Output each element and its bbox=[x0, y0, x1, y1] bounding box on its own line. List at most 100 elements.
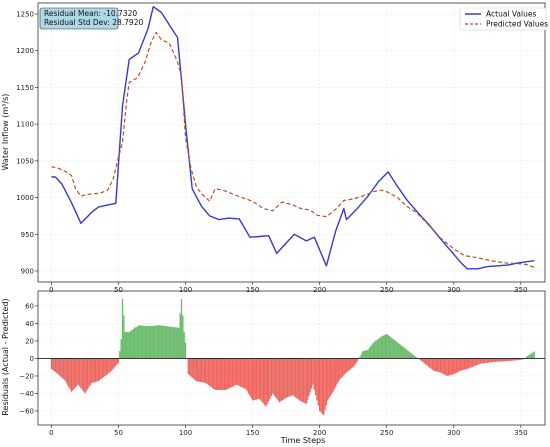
residual-bar bbox=[353, 358, 356, 366]
residual-bar bbox=[396, 342, 399, 359]
residual-bar bbox=[394, 340, 396, 359]
residual-bar bbox=[423, 358, 425, 364]
residual-bar bbox=[54, 358, 57, 373]
residual-bar bbox=[391, 338, 393, 359]
residual-bar bbox=[473, 358, 475, 367]
residual-bar bbox=[143, 325, 145, 359]
residual-bar bbox=[151, 326, 153, 359]
top-x-tick-label: 0 bbox=[49, 286, 53, 294]
residual-bar bbox=[188, 358, 191, 376]
residual-bar bbox=[111, 358, 113, 371]
residual-bar bbox=[315, 358, 317, 396]
residual-bar bbox=[231, 358, 234, 387]
residual-bar bbox=[462, 358, 464, 370]
residual-bar bbox=[64, 358, 66, 381]
top-y-axis-label: Water Inflow (m³/s) bbox=[1, 94, 10, 171]
residual-bar bbox=[88, 358, 90, 388]
legend-predicted-label: Predicted Values bbox=[486, 20, 548, 29]
top-x-tick-label: 200 bbox=[313, 286, 326, 294]
residual-bar bbox=[332, 358, 334, 392]
top-y-tick-label: 1000 bbox=[16, 194, 34, 202]
top-y-tick-label: 1200 bbox=[16, 47, 34, 55]
residual-bar bbox=[135, 327, 137, 359]
residual-bar bbox=[349, 358, 352, 370]
residual-bar bbox=[493, 358, 495, 362]
residual-bar bbox=[431, 358, 433, 370]
residual-bar bbox=[375, 340, 377, 359]
residual-bar bbox=[321, 358, 323, 414]
residual-bar bbox=[345, 358, 348, 373]
residual-bar bbox=[439, 358, 442, 373]
residual-bar bbox=[450, 358, 452, 375]
residual-bar bbox=[470, 358, 472, 368]
residual-bar bbox=[74, 358, 77, 388]
residual-bar bbox=[132, 328, 134, 359]
residual-bar bbox=[221, 358, 223, 390]
bottom-x-tick-label: 150 bbox=[246, 429, 259, 437]
residual-bar bbox=[60, 358, 62, 377]
top-plot-frame bbox=[37, 2, 546, 283]
residual-bar bbox=[424, 358, 427, 365]
residual-bar bbox=[327, 358, 329, 401]
residual-bar bbox=[302, 358, 305, 403]
residual-bar bbox=[285, 358, 287, 398]
residual-bar bbox=[117, 358, 120, 363]
residual-bar bbox=[223, 358, 226, 390]
residual-bar bbox=[233, 358, 235, 387]
residual-bar bbox=[411, 353, 413, 359]
residual-bar bbox=[210, 358, 212, 387]
residual-bar bbox=[183, 332, 185, 359]
residual-bar bbox=[490, 358, 492, 363]
residual-bar bbox=[458, 358, 460, 372]
residual-bar bbox=[451, 358, 454, 375]
residual-bar bbox=[230, 358, 232, 388]
residual-bar bbox=[101, 358, 104, 379]
bottom-x-tick-label: 50 bbox=[114, 429, 123, 437]
residual-bar bbox=[293, 358, 295, 397]
residual-bar bbox=[533, 351, 535, 359]
residual-bar bbox=[501, 358, 503, 362]
residual-bar bbox=[202, 358, 204, 383]
residual-bar bbox=[217, 358, 219, 390]
residual-bar bbox=[463, 358, 466, 370]
residual-bar bbox=[226, 358, 228, 390]
residual-bar bbox=[139, 325, 141, 359]
residual-bar bbox=[281, 358, 283, 401]
residual-bar bbox=[455, 358, 458, 373]
residual-bar bbox=[129, 331, 132, 359]
residual-bar bbox=[237, 358, 239, 386]
residual-bar bbox=[497, 358, 499, 362]
residual-bar bbox=[171, 326, 173, 359]
residual-bar bbox=[364, 350, 366, 359]
residual-bar bbox=[355, 358, 357, 364]
residual-bar bbox=[352, 358, 354, 368]
residual-bar bbox=[445, 358, 447, 376]
residual-bar bbox=[316, 358, 318, 401]
residual-bar bbox=[420, 358, 423, 362]
residual-bar bbox=[91, 358, 93, 383]
residual-bar bbox=[156, 325, 159, 359]
residual-bar bbox=[467, 358, 470, 369]
residual-bar bbox=[148, 326, 150, 359]
residual-bar bbox=[160, 325, 163, 359]
residual-bar bbox=[496, 358, 498, 362]
residual-bar bbox=[301, 358, 303, 402]
residual-bar bbox=[77, 358, 79, 385]
residual-bar bbox=[340, 358, 342, 379]
residual-bar bbox=[152, 325, 154, 359]
residual-bar bbox=[422, 358, 424, 363]
residual-bar bbox=[268, 358, 270, 402]
top-x-tick-label: 50 bbox=[114, 286, 123, 294]
residual-bar bbox=[437, 358, 439, 372]
residual-bar bbox=[465, 358, 467, 370]
residual-bar bbox=[155, 325, 157, 359]
top-x-tick-label: 150 bbox=[246, 286, 259, 294]
residual-bar bbox=[68, 358, 70, 388]
bottom-y-tick-label: 20 bbox=[25, 337, 34, 345]
residual-bar bbox=[270, 358, 273, 397]
residual-bar bbox=[500, 358, 502, 362]
residual-bar bbox=[525, 356, 527, 359]
residual-bar bbox=[286, 358, 289, 398]
residual-bar bbox=[124, 332, 126, 359]
